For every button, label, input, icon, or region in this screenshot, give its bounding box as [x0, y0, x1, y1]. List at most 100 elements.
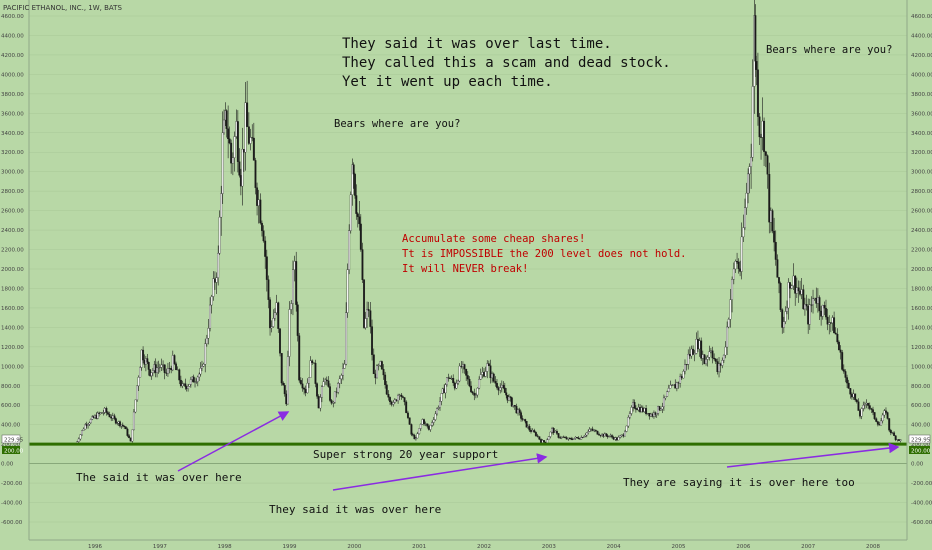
candle-body: [714, 358, 717, 362]
candle-body: [846, 377, 849, 384]
candle-body: [662, 397, 665, 407]
candle-body: [301, 383, 304, 389]
over-annotation-2: They said it was over here: [269, 503, 441, 516]
candle-body: [199, 368, 202, 375]
candle-body: [332, 402, 335, 404]
candle-body: [220, 193, 223, 218]
candle-body: [242, 149, 245, 153]
candle-body: [528, 426, 531, 431]
candle-body: [674, 384, 677, 389]
candle-body: [309, 360, 312, 378]
candle-body: [129, 437, 132, 442]
candle-body: [166, 367, 169, 374]
y-tick-label-right: 800.00: [911, 384, 931, 390]
candle-body: [880, 420, 883, 426]
candle-body: [693, 353, 696, 355]
candle-body: [403, 397, 406, 403]
candle-body: [217, 253, 220, 278]
candle-body: [413, 435, 416, 440]
candle-body: [77, 438, 80, 442]
candle-body: [392, 402, 395, 405]
candle-body: [265, 256, 268, 280]
y-tick-label-right: 4400.00: [911, 33, 932, 39]
support-label-right: 200.00: [911, 449, 931, 455]
candle-body: [899, 439, 902, 441]
y-tick-label-left: 2000.00: [1, 267, 24, 273]
candle-body: [150, 372, 153, 376]
candle-body: [605, 433, 608, 436]
candle-body: [533, 430, 536, 433]
y-tick-label-right: 2800.00: [911, 189, 932, 195]
candle-body: [786, 307, 788, 312]
x-tick-label: 2005: [672, 544, 686, 550]
y-tick-label-right: 1000.00: [911, 364, 932, 370]
candle-body: [680, 376, 683, 379]
candle-body: [246, 102, 249, 127]
candle-body: [750, 157, 753, 167]
candle-body: [303, 387, 306, 390]
candle-body: [588, 429, 591, 432]
candle-body: [496, 383, 498, 388]
candle-body: [655, 413, 658, 415]
candle-body: [766, 155, 769, 175]
candle-body: [503, 387, 506, 393]
candle-body: [512, 405, 515, 407]
candle-body: [896, 439, 899, 441]
candle-body: [591, 428, 594, 431]
candle-body: [697, 339, 699, 350]
arrow-1: [177, 411, 290, 472]
bears-annotation-2006: Bears where are you?: [766, 44, 892, 56]
support-badge-right: [909, 446, 930, 454]
candle-body: [789, 282, 791, 289]
candle-body: [108, 414, 111, 418]
y-tick-label-left: 3200.00: [1, 150, 24, 156]
candle-body: [146, 358, 149, 363]
candle-body: [834, 332, 837, 335]
candle-body: [207, 328, 210, 339]
candle-body: [826, 316, 829, 325]
candle-body: [886, 412, 889, 419]
candle-body: [611, 435, 613, 438]
candle-body: [883, 410, 886, 416]
last-price-badge-left: [1, 434, 21, 444]
candle-body: [768, 174, 771, 223]
candle-body: [502, 384, 505, 389]
candle-body: [170, 368, 173, 371]
candle-body: [855, 399, 858, 402]
candle-body: [440, 393, 443, 402]
y-tick-label-right: 2200.00: [911, 248, 932, 254]
candle-body: [444, 384, 447, 394]
candle-body: [270, 326, 273, 329]
candle-body: [116, 423, 119, 424]
y-tick-label-right: 2000.00: [911, 267, 932, 273]
candle-body: [223, 119, 225, 133]
candle-body: [838, 341, 840, 351]
candle-body: [828, 322, 831, 325]
candle-body: [555, 431, 558, 434]
candle-body: [311, 360, 314, 363]
candle-body: [355, 195, 358, 214]
candle-body: [114, 418, 117, 424]
candle-body: [580, 437, 583, 440]
candle-body: [813, 297, 816, 300]
candle-body: [329, 386, 331, 401]
y-tick-label-left: 3400.00: [1, 131, 24, 137]
candle-body: [137, 377, 140, 387]
candle-body: [136, 385, 139, 401]
y-tick-label-right: 4200.00: [911, 53, 932, 59]
candle-body: [810, 304, 813, 306]
y-tick-label-left: 3600.00: [1, 111, 24, 117]
candle-body: [87, 424, 90, 426]
y-tick-label-left: 2600.00: [1, 209, 24, 215]
candle-body: [257, 199, 260, 206]
candle-body: [860, 408, 863, 417]
candle-body: [847, 382, 850, 389]
candle-body: [669, 385, 672, 389]
candle-body: [525, 421, 528, 428]
candle-body: [622, 434, 625, 437]
candle-body: [807, 305, 810, 325]
candle-body: [802, 289, 805, 310]
candle-body: [648, 413, 651, 417]
candle-body: [718, 363, 720, 373]
